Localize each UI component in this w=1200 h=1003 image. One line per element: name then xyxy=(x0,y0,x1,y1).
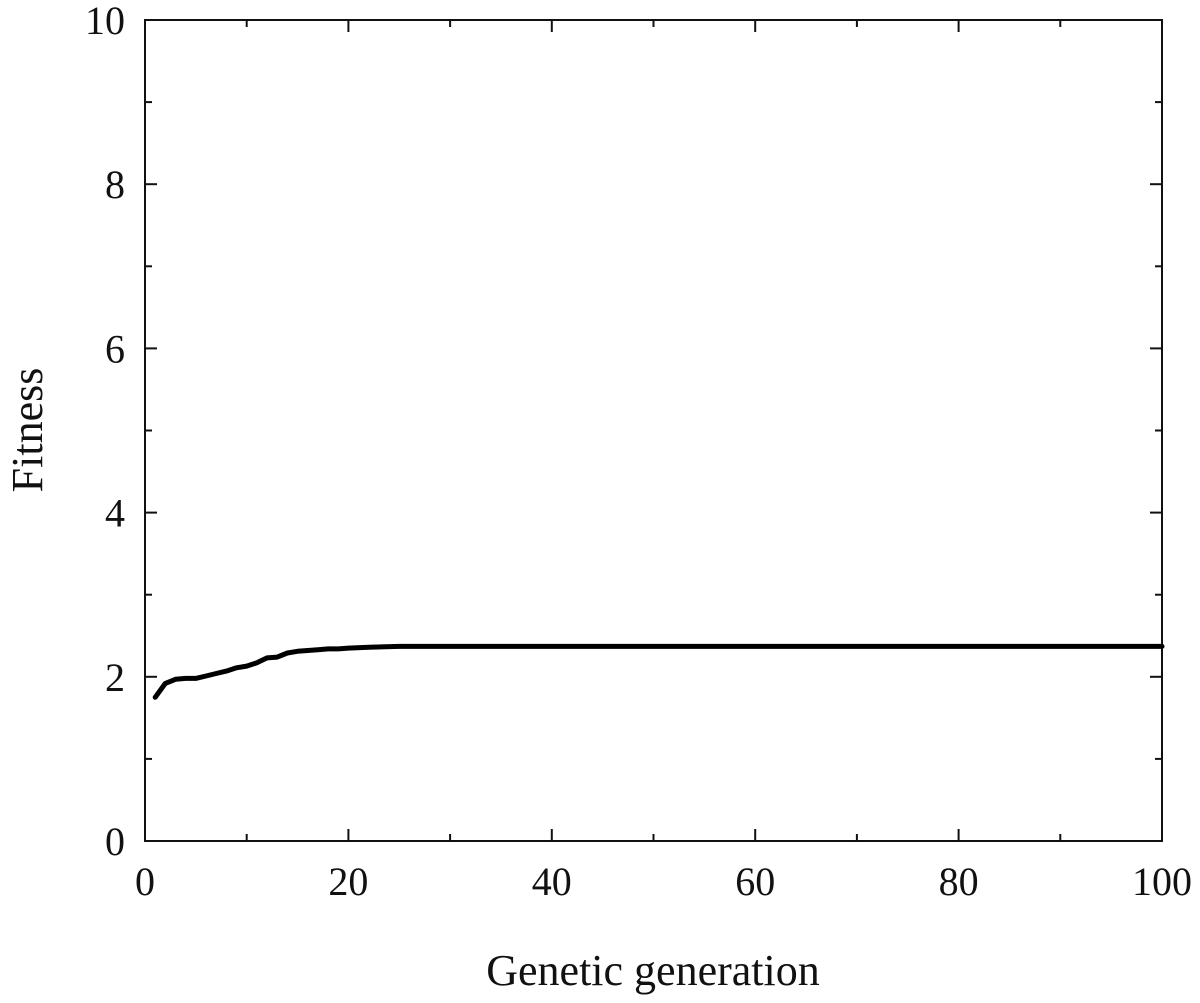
x-tick-label: 20 xyxy=(328,859,368,904)
y-tick-label: 10 xyxy=(85,0,125,43)
x-tick-label: 40 xyxy=(532,859,572,904)
y-axis-title: Fitness xyxy=(3,368,52,493)
x-tick-label: 0 xyxy=(135,859,155,904)
y-tick-label: 8 xyxy=(105,162,125,207)
x-tick-label: 100 xyxy=(1132,859,1192,904)
x-tick-label: 80 xyxy=(939,859,979,904)
y-tick-label: 0 xyxy=(105,819,125,864)
plot-frame xyxy=(144,19,1163,842)
x-axis-ticks: 0 20 40 60 80 100 xyxy=(135,20,1192,904)
fitness-series-line xyxy=(152,643,1165,700)
y-axis-ticks: 0 2 4 6 8 10 xyxy=(85,0,1162,864)
x-tick-label: 60 xyxy=(735,859,775,904)
y-tick-label: 6 xyxy=(105,326,125,371)
y-tick-label: 2 xyxy=(105,655,125,700)
x-axis-title: Genetic generation xyxy=(486,946,820,995)
y-tick-label: 4 xyxy=(105,491,125,536)
series-layer xyxy=(152,643,1165,700)
